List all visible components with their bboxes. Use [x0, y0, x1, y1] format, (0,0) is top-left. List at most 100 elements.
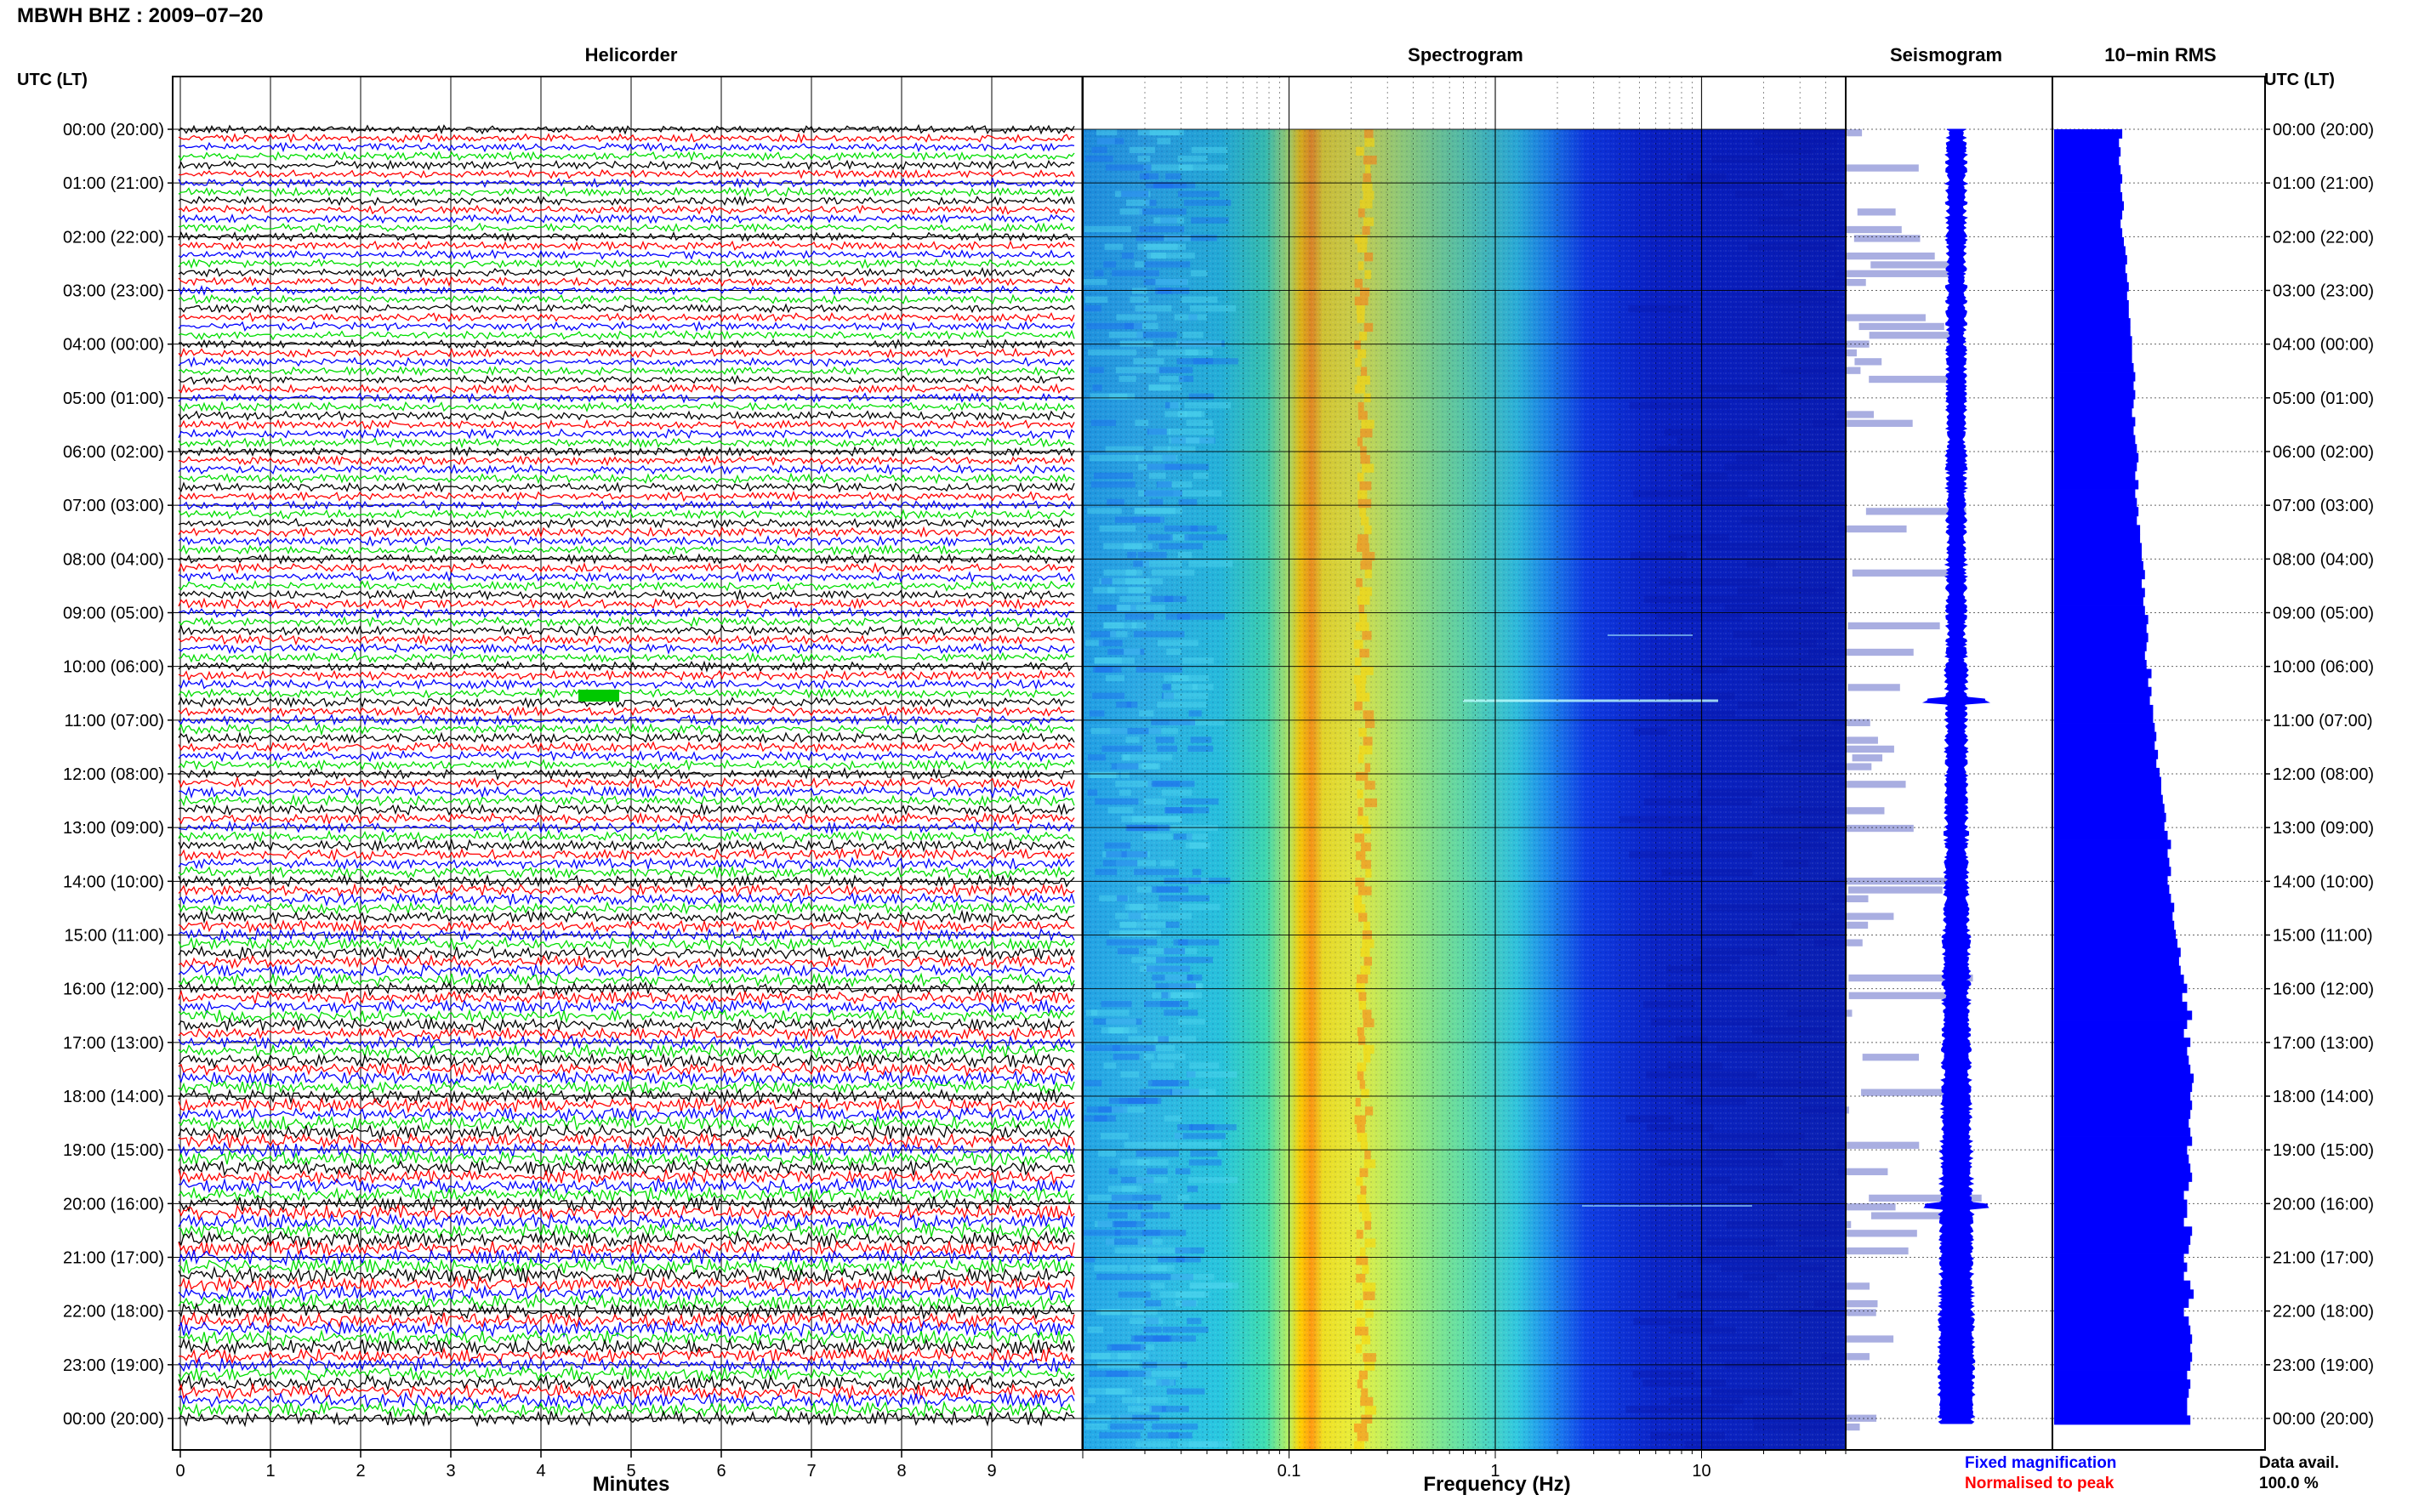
spectrogram-peak-cell: [1359, 1080, 1365, 1089]
spectrogram-streak: [1143, 798, 1166, 805]
spectrogram-streak: [1096, 138, 1115, 145]
spectrogram-peak-cell: [1358, 1203, 1369, 1213]
helicorder-trace: [178, 159, 1075, 171]
spectrogram-streak: [1090, 728, 1128, 735]
rms-bar: [2054, 759, 2157, 769]
spectrogram-peak-cell: [1357, 789, 1363, 799]
spectrogram-streak: [1107, 648, 1145, 656]
spectrogram-streak: [1115, 912, 1148, 919]
spectrogram-streak: [1177, 190, 1220, 197]
spectrogram-dark-streak: [1667, 1062, 1723, 1070]
helicorder-trace: [178, 1409, 1075, 1428]
spectrogram-streak: [1190, 736, 1212, 743]
spectrogram-streak: [1091, 146, 1107, 153]
rms-bar: [2054, 336, 2132, 346]
rms-bar: [2054, 1154, 2189, 1164]
spectrogram-dark-streak: [1819, 1203, 1896, 1211]
helicorder-trace: [179, 1275, 1075, 1294]
helicorder-trace: [178, 696, 1075, 709]
spectrogram-streak: [1117, 947, 1139, 955]
spectrogram-peak-cell: [1357, 816, 1369, 825]
spectrogram-dark-streak: [1706, 1150, 1775, 1158]
spectrogram-peak-cell: [1359, 587, 1372, 596]
spectrogram-peak-cell: [1360, 947, 1370, 958]
spectrogram-streak: [1177, 1123, 1193, 1131]
spectrogram-peak-cell: [1357, 1432, 1369, 1441]
spectrogram-streak: [1164, 1141, 1178, 1148]
spectrogram-streak: [1162, 455, 1176, 462]
spectrogram-streak: [1144, 261, 1191, 268]
spectrogram-streak: [1093, 587, 1115, 594]
spectrogram-dark-streak: [1846, 1335, 1894, 1343]
rms-bar: [2054, 767, 2160, 777]
spectrogram-peak-cell: [1362, 1212, 1372, 1221]
rms-bar: [2054, 1001, 2188, 1011]
spectrogram-streak: [1139, 965, 1155, 972]
spectrogram-dark-streak: [1691, 498, 1773, 507]
helicorder-trace: [178, 588, 1075, 601]
spectrogram-streak: [1095, 798, 1139, 805]
rms-bar: [2054, 354, 2132, 364]
spectrogram-peak-cell: [1356, 771, 1369, 782]
spectrogram-peak-cell: [1360, 1141, 1369, 1151]
spectrogram-peak-cell: [1356, 1230, 1363, 1239]
spectrogram-peak-cell: [1359, 648, 1369, 658]
spectrogram-streak: [1173, 939, 1220, 946]
spectrogram-streak: [1141, 1212, 1159, 1219]
spectrogram-streak: [1089, 367, 1104, 373]
spectrogram-peak-cell: [1353, 1441, 1364, 1450]
spectrogram-streak: [1187, 1185, 1198, 1192]
rms-bar: [2054, 515, 2137, 526]
helicorder-trace: [178, 463, 1075, 475]
spectrogram-streak: [1084, 1256, 1096, 1263]
spectrogram-streak: [1084, 1353, 1111, 1360]
spectrogram-peak-cell: [1357, 1123, 1365, 1134]
spectrogram-peak-cell: [1358, 605, 1364, 614]
helicorder-trace: [178, 1283, 1075, 1303]
spectrogram-streak: [1159, 1212, 1170, 1219]
spectrogram-streak: [1188, 878, 1231, 884]
spectrogram-streak: [1125, 569, 1143, 576]
rms-bar: [2054, 507, 2139, 517]
spectrogram-streak: [1172, 674, 1210, 682]
helicorder-trace: [178, 535, 1075, 548]
rms-bar: [2054, 668, 2152, 679]
spectrogram-streak: [1175, 340, 1222, 347]
spectrogram-peak-cell: [1362, 182, 1373, 191]
spectrogram-streak: [1165, 613, 1191, 620]
spectrogram-streak: [1087, 1194, 1133, 1202]
helicorder-trace: [178, 998, 1075, 1015]
spectrogram-streak: [1107, 1212, 1128, 1219]
spectrogram-dark-streak: [1829, 1282, 1870, 1290]
time-label-left: 16:00 (12:00): [63, 981, 164, 999]
time-label-left: 03:00 (23:00): [63, 282, 164, 301]
rms-bar: [2054, 912, 2173, 922]
spectrogram-streak: [1161, 789, 1192, 796]
helicorder-trace: [178, 240, 1075, 252]
spectrogram-streak: [1143, 1054, 1154, 1060]
helicorder-trace: [178, 1114, 1075, 1133]
spectrogram-dark-streak: [1789, 1309, 1876, 1316]
helicorder-trace: [178, 490, 1075, 503]
spectrogram-peak-cell: [1364, 270, 1372, 280]
spectrogram-streak: [1188, 1123, 1215, 1131]
spectrogram-dark-streak: [1751, 639, 1817, 647]
spectrogram-dark-streak: [1709, 1344, 1780, 1352]
spectrogram-streak: [1162, 1327, 1209, 1333]
spectrogram-peak-cell: [1357, 498, 1372, 509]
time-label-right: 00:00 (20:00): [2273, 1410, 2374, 1429]
spectrogram-streak: [1190, 305, 1236, 312]
helicorder-trace: [178, 642, 1075, 656]
spectrogram-streak: [1108, 1097, 1158, 1105]
spectrogram-peak-cell: [1358, 1370, 1368, 1380]
spectrogram-peak-cell: [1358, 728, 1367, 737]
spectrogram-peak-cell: [1364, 1238, 1376, 1248]
seismogram-trace: [1921, 128, 1991, 1424]
spectrogram-dark-streak: [1826, 763, 1872, 770]
spectrogram-streak: [1164, 947, 1186, 955]
spectrogram-peak-cell: [1364, 1150, 1371, 1160]
helicorder-trace: [178, 935, 1075, 952]
spectrogram-streak: [1182, 657, 1214, 664]
spectrogram-dark-streak: [1790, 287, 1818, 295]
